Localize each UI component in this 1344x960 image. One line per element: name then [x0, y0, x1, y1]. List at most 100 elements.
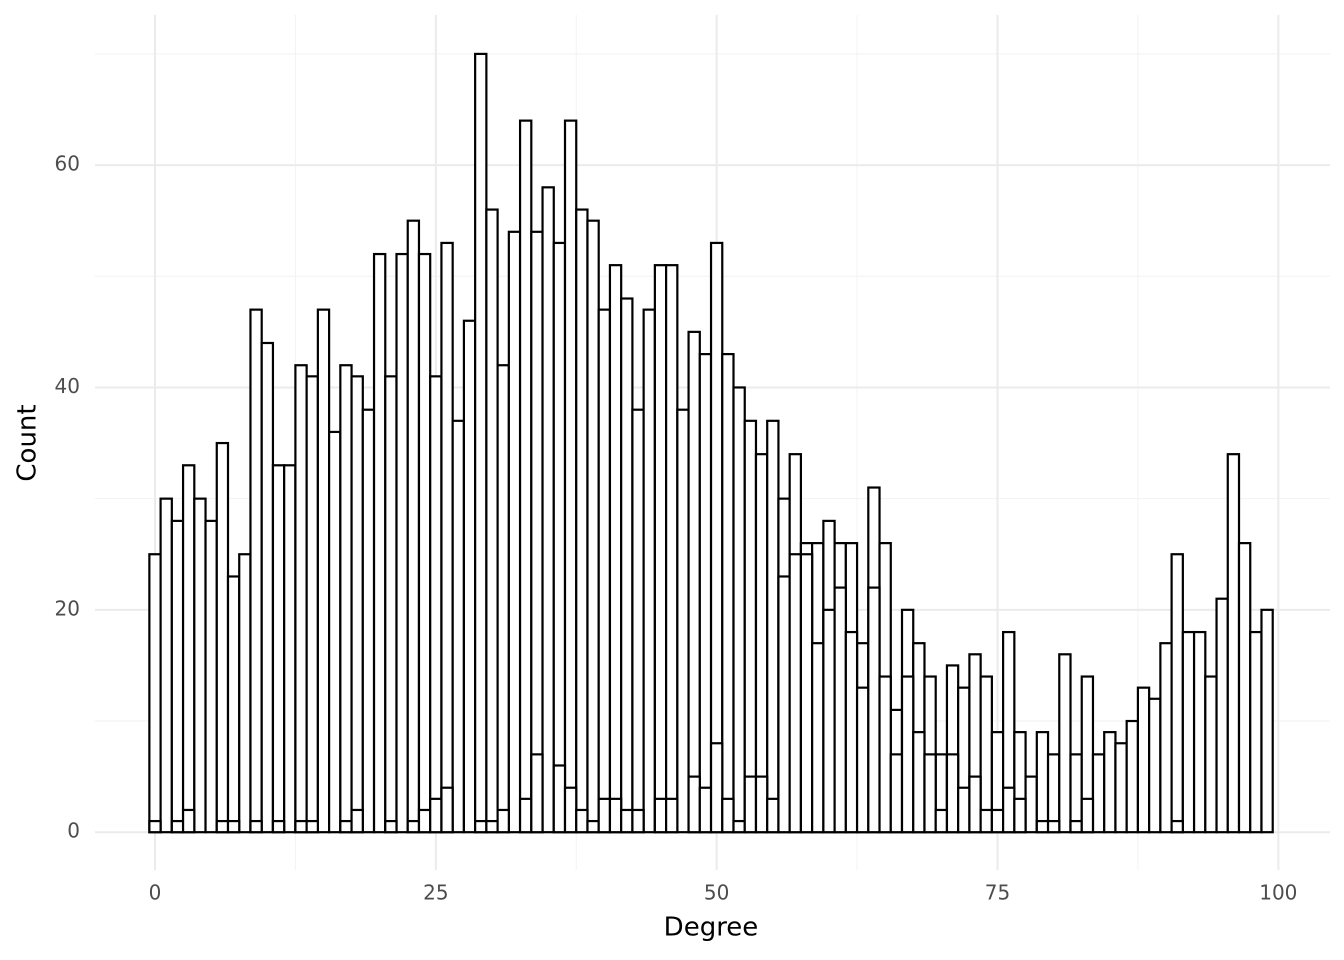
bar — [148, 553, 162, 834]
bar — [990, 808, 1005, 834]
bar — [597, 308, 612, 834]
x-tick-label: 50 — [704, 881, 729, 905]
bar — [530, 230, 544, 834]
bar — [867, 586, 881, 834]
bar — [485, 819, 499, 834]
bar — [945, 753, 960, 834]
bar — [754, 775, 769, 834]
bar — [328, 430, 342, 834]
bar — [1046, 819, 1061, 834]
bar — [451, 419, 466, 834]
bar — [788, 553, 803, 834]
bar — [193, 497, 207, 834]
bar — [294, 364, 308, 834]
bar — [148, 819, 162, 834]
bar — [215, 819, 230, 834]
bar — [395, 252, 409, 834]
bar — [687, 330, 701, 834]
bar — [1249, 630, 1263, 834]
bar — [384, 375, 398, 834]
bar — [1058, 653, 1072, 834]
bar — [1260, 608, 1274, 834]
bar — [406, 219, 421, 834]
bar — [665, 264, 679, 834]
y-axis-title: Count — [13, 404, 43, 481]
bar — [968, 775, 982, 834]
bar — [474, 52, 488, 834]
y-tick-label: 0 — [67, 819, 80, 843]
bar — [271, 819, 286, 834]
bar — [743, 775, 758, 834]
bar — [339, 364, 353, 834]
bar — [440, 241, 454, 834]
bar — [642, 308, 656, 834]
bar — [631, 408, 645, 834]
bar — [631, 808, 645, 834]
bar — [170, 819, 185, 834]
bar — [361, 408, 376, 834]
bar — [316, 308, 331, 834]
bar — [496, 364, 510, 834]
bar — [305, 375, 319, 834]
bar — [597, 797, 612, 834]
bar — [1114, 742, 1128, 834]
bar — [900, 675, 915, 834]
x-axis-title: Degree — [664, 913, 759, 943]
bar — [575, 808, 589, 834]
bar — [586, 819, 600, 834]
bar — [709, 742, 724, 834]
bar — [732, 819, 746, 834]
bar — [260, 341, 275, 834]
bar — [215, 441, 230, 834]
bar — [979, 808, 993, 834]
y-tick-label: 40 — [55, 374, 80, 398]
x-tick-label: 25 — [423, 881, 448, 905]
bar — [271, 464, 286, 834]
bar — [822, 608, 836, 834]
x-tick-label: 0 — [149, 881, 162, 905]
x-tick-label: 75 — [985, 881, 1010, 905]
bar — [934, 808, 949, 834]
bar — [226, 819, 241, 834]
bar — [1226, 453, 1241, 834]
bar — [957, 786, 971, 834]
bar — [777, 575, 791, 834]
bar — [518, 119, 533, 834]
bar — [462, 319, 477, 834]
bar — [1103, 731, 1117, 834]
bar — [766, 797, 780, 834]
bar — [811, 642, 825, 834]
bar — [766, 419, 780, 834]
bar — [339, 819, 353, 834]
bar — [552, 241, 567, 834]
bar — [721, 353, 735, 834]
y-tick-label: 20 — [55, 596, 80, 620]
bar — [1035, 819, 1050, 834]
bar — [653, 797, 668, 834]
bar — [563, 786, 578, 834]
bar — [226, 575, 241, 834]
bar — [485, 208, 499, 834]
bar — [1170, 819, 1184, 834]
bar — [1013, 797, 1027, 834]
bar — [923, 753, 937, 834]
bar — [159, 497, 173, 834]
bar — [204, 519, 218, 834]
bar — [575, 208, 589, 834]
bar — [732, 386, 746, 834]
bar — [799, 553, 814, 834]
bar — [249, 819, 263, 834]
bar — [249, 308, 263, 834]
bar — [541, 186, 555, 834]
bar — [406, 819, 421, 834]
bar — [833, 586, 847, 834]
bar — [1204, 675, 1218, 834]
bar — [496, 808, 510, 834]
bar — [283, 464, 297, 834]
bar — [530, 753, 544, 834]
bar — [372, 252, 387, 834]
bar — [350, 375, 364, 834]
bar — [721, 797, 735, 834]
bar — [552, 764, 567, 834]
bar — [170, 519, 185, 834]
